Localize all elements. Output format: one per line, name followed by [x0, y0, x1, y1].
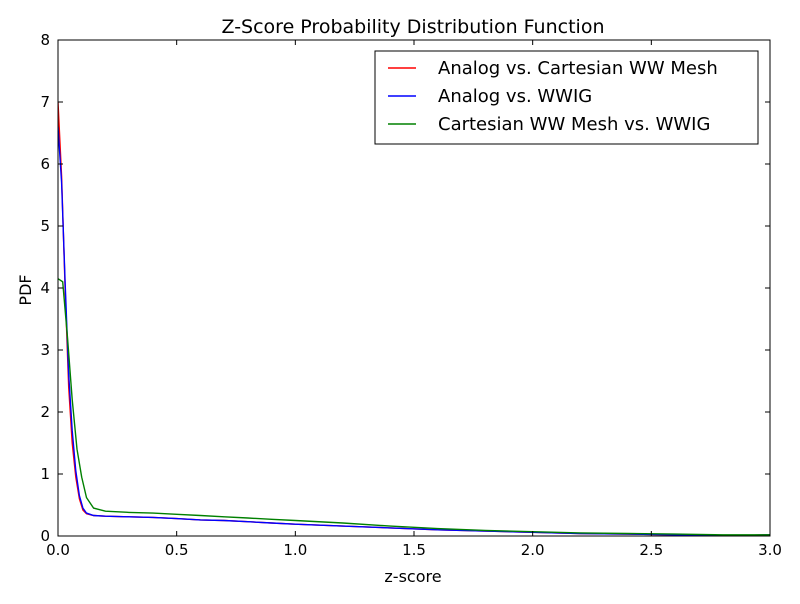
y-tick-label: 1	[40, 465, 50, 483]
y-tick-label: 2	[40, 403, 50, 421]
x-tick-label: 3.0	[758, 541, 782, 559]
y-tick-label: 8	[40, 31, 50, 49]
series-line-3	[58, 278, 770, 536]
y-tick-label: 7	[40, 93, 50, 111]
x-tick-label: 2.0	[521, 541, 545, 559]
legend-label: Analog vs. Cartesian WW Mesh	[438, 58, 718, 79]
legend-label: Analog vs. WWIG	[438, 86, 592, 107]
tick-layer: 0.0 0.5 1.0 1.5 2.0 2.5 3.0 0 1 2 3 4 5 6 7 8	[40, 31, 781, 559]
legend: Analog vs. Cartesian WW Mesh Analog vs. W…	[374, 50, 759, 145]
y-tick-label: 0	[40, 527, 50, 545]
x-tick-label: 1.5	[402, 541, 426, 559]
legend-label: Cartesian WW Mesh vs. WWIG	[438, 114, 710, 135]
y-tick-label: 3	[40, 341, 50, 359]
x-tick-label: 0.5	[165, 541, 189, 559]
x-tick-label: 2.5	[639, 541, 663, 559]
x-tick-label: 1.0	[283, 541, 307, 559]
y-tick-label: 5	[40, 217, 50, 235]
x-axis-label: z-score	[384, 567, 441, 586]
legend-box	[374, 50, 759, 145]
series-layer	[58, 101, 770, 536]
x-tick-label: 0.0	[46, 541, 70, 559]
plot-area-frame	[57, 39, 771, 537]
y-tick-label: 4	[40, 279, 50, 297]
y-tick-label: 6	[40, 155, 50, 173]
y-axis-label: PDF	[16, 274, 35, 305]
chart-title: Z-Score Probability Distribution Functio…	[222, 16, 605, 38]
